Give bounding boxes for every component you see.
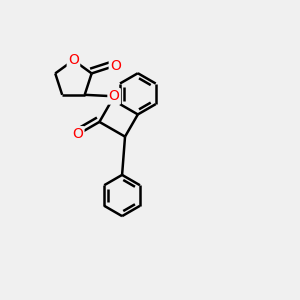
Text: O: O: [110, 59, 121, 73]
Text: O: O: [68, 53, 79, 67]
Text: O: O: [109, 89, 120, 103]
Text: O: O: [72, 128, 83, 141]
